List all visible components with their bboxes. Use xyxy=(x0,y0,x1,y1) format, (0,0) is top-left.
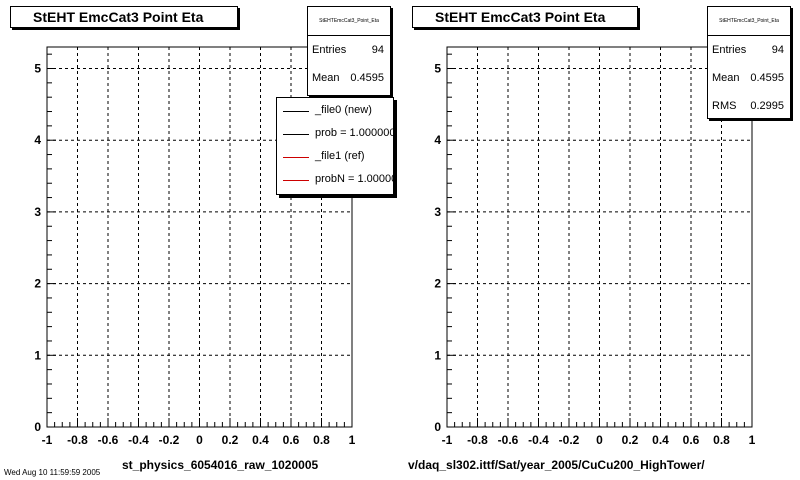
y-tick-label: 1 xyxy=(34,348,41,362)
y-tick-label: 4 xyxy=(434,133,441,147)
legend-label-file0: _file0 (new) xyxy=(315,104,372,116)
left-stats-header: StEHTEmcCat3_Point_Eta xyxy=(308,7,390,36)
x-tick-label: -0.4 xyxy=(528,433,549,447)
y-tick-label: 3 xyxy=(434,205,441,219)
right-stats-header: StEHTEmcCat3_Point_Eta xyxy=(708,7,790,36)
right-stats-mean-label: Mean xyxy=(712,72,740,84)
x-tick-label: 0.2 xyxy=(222,433,239,447)
y-tick-label: 3 xyxy=(34,205,41,219)
right-stats-rms-label: RMS xyxy=(712,100,737,112)
y-tick-label: 5 xyxy=(34,62,41,76)
legend-item-file1: _file1 (ref) xyxy=(277,149,393,165)
x-tick-label: 0 xyxy=(196,433,203,447)
left-stats-mean-label: Mean xyxy=(312,72,340,84)
x-tick-label: -0.6 xyxy=(98,433,119,447)
x-tick-label: 0.2 xyxy=(622,433,639,447)
left-stats-entries-value: 94 xyxy=(371,44,384,56)
right-stats-entries-label: Entries xyxy=(712,44,747,56)
timestamp-note: Wed Aug 10 11:59:59 2005 xyxy=(4,468,101,477)
y-tick-label: 0 xyxy=(434,420,441,434)
y-tick-label: 2 xyxy=(434,277,441,291)
x-tick-label: -0.2 xyxy=(559,433,580,447)
y-tick-label: 5 xyxy=(434,62,441,76)
x-tick-label: 0.8 xyxy=(313,433,330,447)
y-tick-label: 4 xyxy=(34,133,41,147)
x-tick-label: -1 xyxy=(42,433,53,447)
left-histogram-title: StEHT EmcCat3 Point Eta xyxy=(10,6,238,28)
x-tick-label: 0.4 xyxy=(652,433,669,447)
x-tick-label: 1 xyxy=(349,433,356,447)
y-tick-label: 2 xyxy=(34,277,41,291)
legend-label-probn: probN = 1.000000 xyxy=(315,173,393,185)
right-stats-mean-value: 0.4595 xyxy=(750,72,784,84)
right-histogram-title: StEHT EmcCat3 Point Eta xyxy=(412,6,638,28)
left-stats-entries-label: Entries xyxy=(312,44,347,56)
legend-label-prob: prob = 1.000000 xyxy=(315,127,394,139)
x-tick-label: 0 xyxy=(596,433,603,447)
left-stats-box: StEHTEmcCat3_Point_Eta Entries 94 Mean 0… xyxy=(307,6,391,96)
y-tick-label: 1 xyxy=(434,348,441,362)
right-x-axis-title: v/daq_sl302.ittf/Sat/year_2005/CuCu200_H… xyxy=(408,458,705,472)
right-stats-box: StEHTEmcCat3_Point_Eta Entries 94 Mean 0… xyxy=(707,6,791,119)
x-tick-label: 1 xyxy=(749,433,756,447)
left-stats-mean-value: 0.4595 xyxy=(350,72,384,84)
y-tick-label: 0 xyxy=(34,420,41,434)
legend-item-prob: prob = 1.000000 xyxy=(277,126,394,142)
x-tick-label: -0.8 xyxy=(467,433,488,447)
right-stats-entries-value: 94 xyxy=(771,44,784,56)
legend-item-file0: _file0 (new) xyxy=(277,103,393,119)
x-tick-label: 0.6 xyxy=(283,433,300,447)
x-tick-label: 0.8 xyxy=(713,433,730,447)
legend-item-probn: probN = 1.000000 xyxy=(277,172,393,188)
legend-label-file1: _file1 (ref) xyxy=(315,150,365,162)
left-legend: _file0 (new) prob = 1.000000 _file1 (ref… xyxy=(276,97,394,195)
x-tick-label: -0.6 xyxy=(498,433,519,447)
x-tick-label: -0.8 xyxy=(67,433,88,447)
x-tick-label: -0.2 xyxy=(159,433,180,447)
left-x-axis-title: st_physics_6054016_raw_1020005 xyxy=(122,458,319,472)
x-tick-label: -1 xyxy=(442,433,453,447)
histogram-panel-1: -1 -0.8 -0.6 -0.4 -0.2 0 0.2 0.4 0.6 0.8 1 0 1 2 3 4 5 xyxy=(434,46,756,447)
right-stats-rms-value: 0.2995 xyxy=(750,100,784,112)
x-tick-label: -0.4 xyxy=(128,433,149,447)
x-tick-label: 0.4 xyxy=(252,433,269,447)
x-tick-label: 0.6 xyxy=(683,433,700,447)
